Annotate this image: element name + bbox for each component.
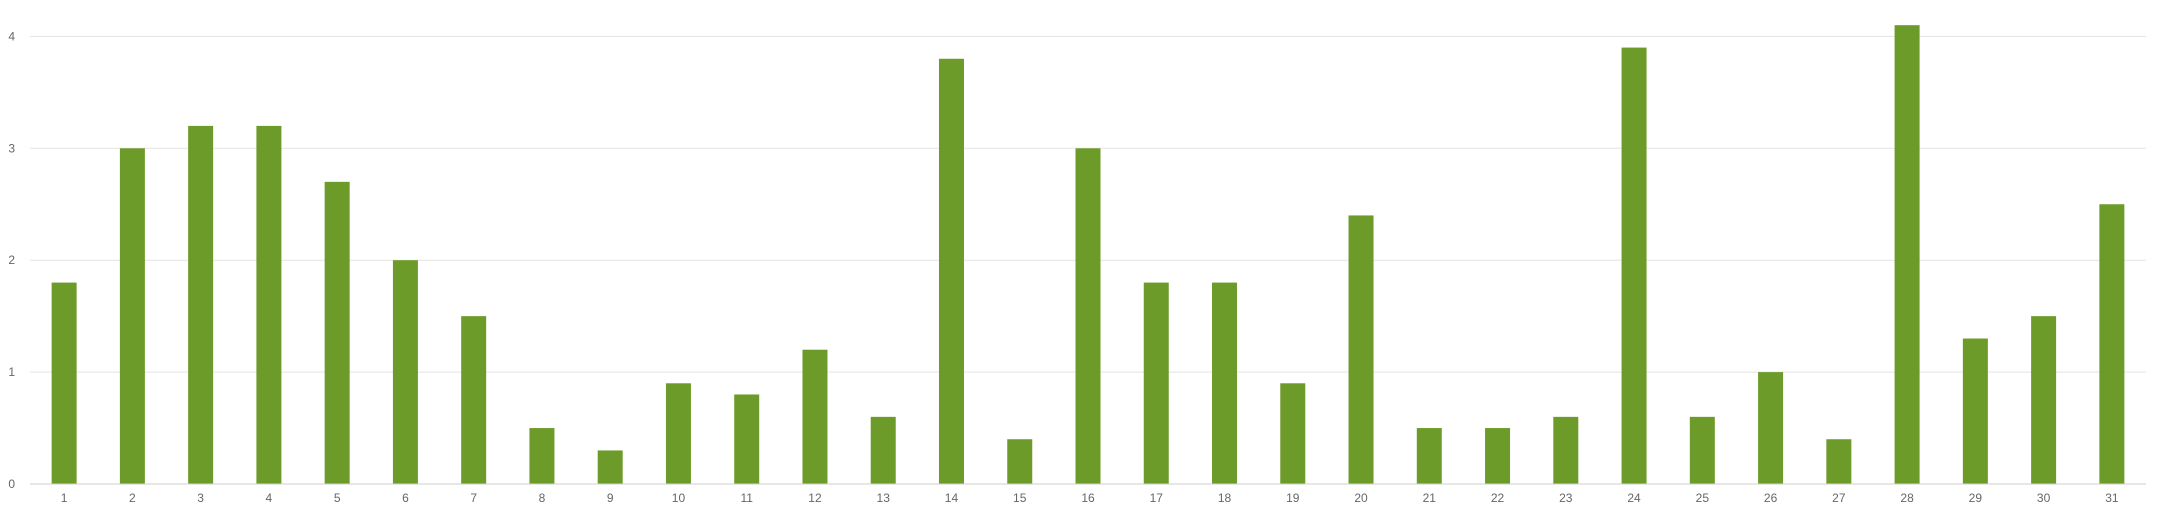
x-tick-label: 8 <box>539 491 546 505</box>
x-tick-label: 31 <box>2105 491 2119 505</box>
y-tick-label: 1 <box>8 365 15 379</box>
bar-9 <box>597 450 623 484</box>
bar-22 <box>1485 428 1511 484</box>
bar-15 <box>1007 439 1033 484</box>
y-tick-label: 4 <box>8 29 15 43</box>
bar-24 <box>1621 47 1647 484</box>
x-tick-label: 17 <box>1150 491 1164 505</box>
x-tick-label: 4 <box>266 491 273 505</box>
x-tick-label: 30 <box>2037 491 2051 505</box>
x-tick-label: 5 <box>334 491 341 505</box>
x-tick-label: 20 <box>1354 491 1368 505</box>
bar-1 <box>51 282 77 484</box>
x-tick-label: 24 <box>1627 491 1641 505</box>
x-tick-label: 28 <box>1900 491 1914 505</box>
x-tick-label: 18 <box>1218 491 1232 505</box>
bar-26 <box>1758 372 1784 484</box>
bar-25 <box>1689 416 1715 484</box>
bar-16 <box>1075 148 1101 485</box>
x-tick-label: 26 <box>1764 491 1778 505</box>
x-tick-label: 19 <box>1286 491 1300 505</box>
x-tick-label: 16 <box>1081 491 1095 505</box>
bar-20 <box>1348 215 1374 484</box>
x-tick-label: 11 <box>740 491 753 505</box>
bar-23 <box>1553 416 1579 484</box>
bar-12 <box>802 349 828 484</box>
bar-14 <box>938 58 964 485</box>
bar-28 <box>1894 25 1920 484</box>
bars <box>51 25 2125 485</box>
bar-5 <box>324 181 350 484</box>
x-tick-label: 13 <box>877 491 891 505</box>
x-tick-label: 2 <box>129 491 136 505</box>
bar-13 <box>870 416 896 484</box>
y-axis-tick-labels: 0 1 2 3 4 <box>8 29 15 491</box>
x-tick-label: 3 <box>197 491 204 505</box>
x-tick-label: 7 <box>470 491 477 505</box>
bar-11 <box>734 394 760 484</box>
bar-8 <box>529 428 555 484</box>
bar-30 <box>2031 316 2057 484</box>
x-tick-label: 25 <box>1696 491 1710 505</box>
bar-6 <box>392 260 418 484</box>
x-tick-label: 10 <box>672 491 686 505</box>
bar-27 <box>1826 439 1852 484</box>
bar-10 <box>665 383 691 484</box>
x-tick-label: 9 <box>607 491 614 505</box>
bar-31 <box>2099 204 2125 484</box>
bar-4 <box>256 125 282 485</box>
bar-29 <box>1962 338 1988 484</box>
x-tick-label: 14 <box>945 491 959 505</box>
x-tick-label: 27 <box>1832 491 1846 505</box>
y-tick-label: 0 <box>8 477 15 491</box>
bar-18 <box>1212 282 1238 484</box>
x-tick-label: 12 <box>808 491 822 505</box>
x-tick-label: 21 <box>1423 491 1437 505</box>
bar-19 <box>1280 383 1306 484</box>
x-tick-label: 6 <box>402 491 409 505</box>
y-tick-label: 2 <box>8 253 15 267</box>
x-tick-label: 1 <box>61 491 68 505</box>
bar-7 <box>461 316 487 484</box>
bar-21 <box>1416 428 1442 484</box>
x-tick-label: 22 <box>1491 491 1505 505</box>
x-axis-tick-labels: 1 2 3 4 5 6 7 8 9 10 11 12 13 14 15 16 17 18 19 20 21 22 23 24 2… <box>61 491 2119 505</box>
x-tick-label: 23 <box>1559 491 1573 505</box>
y-tick-label: 3 <box>8 141 15 155</box>
bar-17 <box>1143 282 1169 484</box>
bar-2 <box>119 148 145 485</box>
x-tick-label: 29 <box>1969 491 1983 505</box>
bar-3 <box>188 125 214 485</box>
x-tick-label: 15 <box>1013 491 1027 505</box>
